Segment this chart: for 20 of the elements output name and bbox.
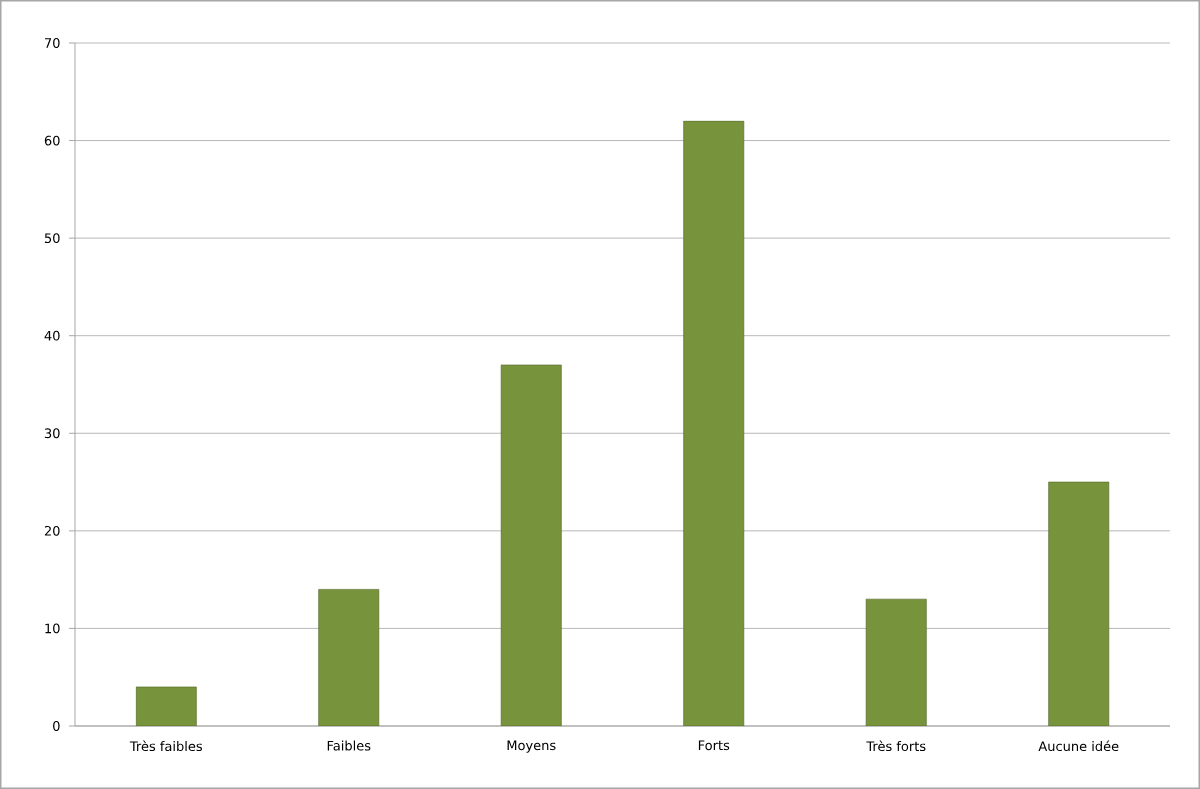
- bar: [500, 364, 562, 726]
- x-tick-label: Faibles: [327, 740, 371, 751]
- y-tick-label: 10: [45, 623, 60, 634]
- bar: [318, 589, 380, 726]
- y-tick-label: 30: [44, 428, 60, 439]
- x-tick-label: Forts: [698, 740, 730, 751]
- y-tick-label: 50: [44, 233, 60, 244]
- bar: [683, 120, 745, 726]
- y-tick-label: 40: [44, 330, 60, 341]
- y-tick-label: 20: [44, 525, 60, 536]
- x-tick-label: Aucune idée: [1038, 740, 1119, 752]
- y-tick-label: 60: [44, 135, 60, 146]
- bar: [135, 686, 197, 726]
- y-tick-label: 70: [45, 38, 60, 48]
- bar: [1048, 481, 1110, 726]
- y-tick-label: 0: [53, 721, 60, 731]
- x-tick-label: Très forts: [866, 740, 926, 752]
- bar: [865, 598, 927, 726]
- x-tick-label: Moyens: [507, 740, 556, 753]
- x-tick-label: Très faibles: [129, 740, 202, 752]
